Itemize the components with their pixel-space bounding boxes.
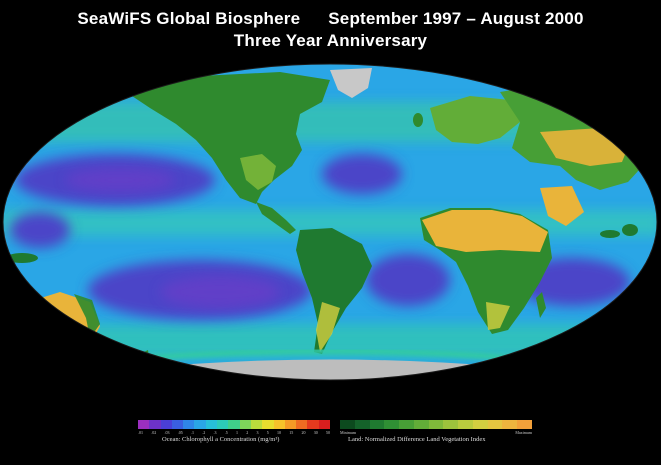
ocean-tick-label: .2: [202, 430, 206, 435]
land-swatch-1: [354, 420, 370, 429]
land-swatch-5: [413, 420, 429, 429]
land-swatch-6: [428, 420, 444, 429]
ocean-swatch-15: [307, 420, 319, 429]
gyre-north-atlantic: [322, 154, 402, 194]
ocean-colorbar-ticks: .01 .02 .03 .05 .1 .2 .3 .5 1 2 3 5 10 15 20 30 50: [138, 430, 330, 435]
gyre-core-north-pacific: [65, 168, 175, 192]
mollweide-globe: [2, 63, 658, 381]
ocean-swatch-12: [273, 420, 285, 429]
land-swatch-9: [472, 420, 488, 429]
british-isles: [413, 113, 423, 127]
land-max-label: Maximum: [515, 430, 532, 435]
ocean-swatch-8: [228, 420, 240, 429]
world-map: [0, 62, 661, 392]
title-subtitle: Three Year Anniversary: [233, 31, 428, 50]
australia-coast: [74, 294, 100, 338]
gyre-west-pacific: [10, 212, 70, 248]
ocean-swatch-0: [138, 420, 150, 429]
ocean-tick-label: 3: [256, 430, 259, 435]
ocean-swatch-9: [239, 420, 251, 429]
land-colorbar-ends: Minimum Maximum: [340, 430, 532, 435]
ocean-tick-label: 5: [266, 430, 269, 435]
land-min-label: Minimum: [340, 430, 357, 435]
ocean-swatch-14: [296, 420, 308, 429]
land-swatch-2: [369, 420, 385, 429]
globe-outline: [2, 63, 658, 381]
ocean-colorbar: [138, 420, 331, 429]
ocean-tick-label: .01: [138, 430, 143, 435]
arabia: [540, 186, 584, 226]
ocean-tick-label: 2: [246, 430, 249, 435]
island-japan: [643, 156, 653, 176]
ocean-tick-label: .02: [151, 430, 157, 435]
ocean-tick-label: 15: [289, 430, 294, 435]
central-america: [256, 202, 296, 234]
ocean-tick-label: 50: [326, 430, 330, 435]
ocean-tick-label: .03: [164, 430, 170, 435]
ocean-chlorophyll-legend: .01 .02 .03 .05 .1 .2 .3 .5 1 2 3 5 10 15 20 30 50 Ocean…: [138, 420, 331, 443]
ocean-tick-label: 1: [236, 430, 238, 435]
land-swatch-4: [399, 420, 414, 429]
gyre-south-atlantic: [366, 254, 450, 306]
ocean-swatch-5: [194, 420, 206, 429]
antarctica-ice: [100, 359, 560, 380]
ocean-swatch-16: [318, 420, 331, 429]
island-borneo: [622, 224, 638, 236]
ocean-swatch-1: [149, 420, 161, 429]
greenland-ice: [330, 68, 372, 98]
land-swatch-7: [443, 420, 459, 429]
land-legend-caption: Land: Normalized Difference Land Vegetat…: [348, 436, 486, 443]
ocean-swatch-4: [183, 420, 195, 429]
land-ndvi-legend: Minimum Maximum Land: Normalized Differe…: [340, 420, 532, 443]
land-colorbar: [340, 420, 532, 429]
gyre-core-south-pacific: [160, 276, 280, 308]
madagascar: [536, 292, 546, 318]
map-title: SeaWiFS Global Biosphere September 1997 –…: [0, 8, 661, 52]
ocean-swatch-2: [160, 420, 172, 429]
north-america: [120, 72, 330, 204]
land-swatch-10: [487, 420, 503, 429]
title-line-1: SeaWiFS Global Biosphere September 1997 –…: [0, 8, 661, 30]
ocean-swatch-7: [217, 420, 229, 429]
land-swatch-8: [458, 420, 473, 429]
ocean-legend-caption: Ocean: Chlorophyll a Concentration (mg/m…: [162, 436, 280, 443]
title-date-range: September 1997 – August 2000: [328, 9, 584, 28]
ocean-tick-label: .05: [177, 430, 183, 435]
island-sumatra: [600, 230, 620, 238]
ocean-swatch-11: [262, 420, 274, 429]
ocean-swatch-13: [284, 420, 297, 429]
ocean-tick-label: 30: [313, 430, 318, 435]
africa-south: [486, 302, 510, 330]
land-swatch-11: [502, 420, 518, 429]
sahara: [422, 210, 548, 252]
land-swatch-3: [384, 420, 400, 429]
ocean-tick-label: .3: [213, 430, 217, 435]
land-swatch-0: [340, 420, 355, 429]
title-product: SeaWiFS Global Biosphere: [77, 9, 301, 28]
ocean-tick-label: .1: [191, 430, 194, 435]
ocean-tick-label: 20: [301, 430, 306, 435]
southern-ocean-rim: [99, 348, 561, 365]
land-swatch-12: [517, 420, 532, 429]
ocean-tick-label: 10: [277, 430, 281, 435]
island-newguinea: [6, 253, 38, 263]
ocean-swatch-10: [250, 420, 263, 429]
ocean-swatch-3: [171, 420, 184, 429]
north-america-south: [240, 154, 276, 190]
ocean-tick-label: .5: [224, 430, 228, 435]
south-america: [296, 228, 372, 354]
ocean-swatch-6: [205, 420, 218, 429]
europe: [430, 96, 520, 144]
south-america-south: [316, 302, 340, 352]
